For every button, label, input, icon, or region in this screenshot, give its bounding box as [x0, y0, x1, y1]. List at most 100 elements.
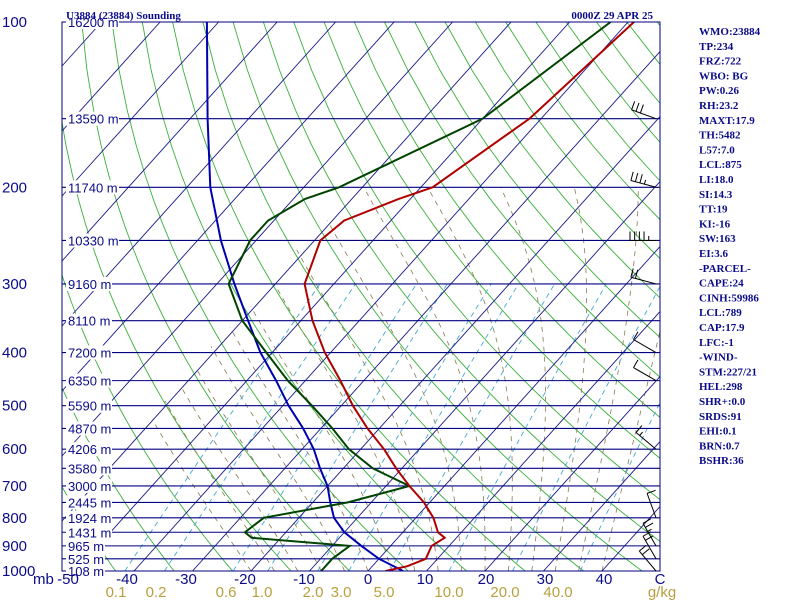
wind-barb-feather — [635, 425, 643, 433]
mixing-ratio-line — [512, 285, 660, 571]
stability-index-line: LFC:-1 — [699, 337, 734, 349]
wind-barb — [638, 544, 657, 572]
wind-barb-feather — [633, 359, 639, 368]
pressure-tick-label: 500 — [2, 398, 27, 415]
temperature-tick-label: C — [655, 571, 666, 588]
wind-barb-feather — [630, 268, 634, 278]
wind-barb-staff — [633, 367, 657, 382]
isotherm-line — [367, 245, 660, 571]
temperature-line — [303, 22, 635, 571]
wind-barb — [630, 171, 657, 188]
wind-barb — [633, 359, 657, 382]
isotherm-line — [309, 180, 660, 571]
dewpoint-line — [227, 22, 612, 571]
moist-adiabat-line — [152, 419, 252, 571]
stability-indices-panel: WMO:23884 TP:234 FRZ:722 WBO: BG PW:0.26 RH:2… — [699, 26, 761, 467]
stability-index-line: CAPE:24 — [699, 278, 744, 290]
isotherm-line — [62, 22, 219, 197]
mixing-ratio-label: 3.0 — [331, 584, 352, 600]
stability-index-line: RH:23.2 — [699, 100, 739, 112]
temperature-tick-label: 40 — [596, 571, 613, 588]
pressure-tick-label: 800 — [2, 510, 27, 527]
stability-index-line: WBO: BG — [699, 70, 749, 82]
height-label-bg — [66, 525, 112, 540]
temperature-tick-label: -30 — [175, 571, 197, 588]
height-label: 4206 m — [68, 442, 111, 457]
wind-barb-feather — [633, 331, 639, 340]
isotherm-line — [250, 115, 660, 571]
height-label: 525 m — [68, 552, 104, 567]
pressure-tick-label: 200 — [2, 179, 27, 196]
mixing-ratio-label: 10.0 — [434, 584, 463, 600]
height-label: 16200 m — [68, 15, 119, 30]
isotherm-line — [62, 22, 395, 392]
stability-index-line: SI:14.3 — [699, 189, 733, 201]
pressure-unit-label: mb — [33, 571, 54, 588]
wind-barb — [631, 101, 657, 120]
stability-index-line: SRDS:91 — [699, 411, 742, 423]
mixing-ratio-label: 5.0 — [374, 584, 395, 600]
temperature-tick-label: 20 — [478, 571, 495, 588]
height-label: 6350 m — [68, 374, 111, 389]
wind-barb — [633, 331, 657, 353]
isotherm-line — [62, 22, 453, 457]
temperature-tick-label: 10 — [417, 571, 434, 588]
wind-barb-feather — [634, 269, 639, 279]
height-label: 10330 m — [68, 233, 119, 248]
wind-barb-feather — [630, 171, 634, 181]
stability-index-line: EI:3.6 — [699, 248, 729, 260]
isotherm-line — [133, 22, 629, 571]
stability-index-line: -WIND- — [699, 352, 738, 364]
height-label-bg — [66, 538, 105, 553]
stability-index-line: WMO:23884 — [699, 26, 761, 38]
stability-index-line: TH:5482 — [699, 130, 741, 142]
wind-barb-feather — [641, 548, 650, 556]
stability-index-line: FRZ:722 — [699, 56, 742, 68]
height-label: 11740 m — [68, 180, 118, 195]
wind-barb-feather — [642, 531, 652, 537]
wind-barb-staff — [646, 493, 657, 518]
stability-index-line: HEL:298 — [699, 381, 743, 393]
stability-index-line: SW:163 — [699, 233, 736, 245]
wind-barb — [630, 268, 657, 285]
wind-barb — [635, 425, 657, 450]
stability-index-line: LCL:875 — [699, 159, 742, 171]
stability-index-line: MAXT:17.9 — [699, 115, 755, 127]
height-label-bg — [66, 551, 105, 566]
wind-barb — [642, 518, 657, 547]
pressure-tick-label: 900 — [2, 538, 27, 555]
isotherm-line — [75, 22, 570, 571]
wind-barbs — [629, 101, 657, 572]
isotherm-line — [62, 22, 336, 327]
plot-border — [61, 21, 661, 572]
isotherm-line — [192, 50, 660, 571]
height-label-bg — [66, 345, 112, 360]
wind-barb-feather — [642, 518, 652, 524]
stability-index-line: SHR+:0.0 — [699, 396, 746, 408]
height-label: 3000 m — [68, 479, 111, 494]
stability-index-line: STM:227/21 — [699, 366, 757, 378]
wind-barb — [646, 489, 657, 518]
height-label-bg — [66, 233, 119, 248]
wind-barb-staff — [630, 276, 657, 285]
pressure-tick-label: 300 — [2, 276, 27, 293]
height-label: 5590 m — [68, 399, 111, 414]
height-label: 1924 m — [68, 511, 111, 526]
valid-time: 0000Z 29 APR 25 — [571, 10, 653, 22]
wind-barb — [629, 231, 656, 241]
wind-barb — [642, 531, 657, 560]
mixing-ratio-label: 1.0 — [252, 584, 273, 600]
stability-index-line: L57:7.0 — [699, 144, 735, 156]
height-label: 1431 m — [68, 525, 111, 540]
wind-barb-feather — [634, 172, 639, 182]
height-label-bg — [66, 398, 112, 413]
mixing-ratio-label: 20.0 — [490, 584, 519, 600]
wind-barb-feather — [639, 174, 643, 184]
stability-index-line: BRN:0.7 — [699, 440, 740, 452]
temperature-tick-label: -20 — [234, 571, 256, 588]
stability-index-line: -PARCEL- — [699, 263, 751, 275]
parcel-trace-line — [205, 22, 404, 571]
height-label-bg — [66, 111, 119, 126]
height-label-bg — [66, 478, 112, 493]
